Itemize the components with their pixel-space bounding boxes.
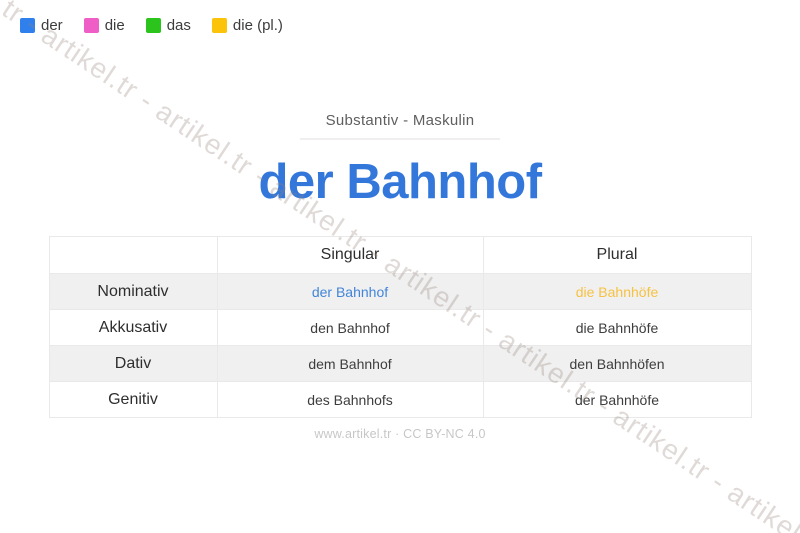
plural-cell: den Bahnhöfen xyxy=(482,345,752,382)
singular-column-header: Singular xyxy=(216,236,484,274)
table-row-akkusativ: Akkusativ den Bahnhof die Bahnhöfe xyxy=(48,309,752,346)
legend-label-die-plural: die (pl.) xyxy=(232,17,283,34)
legend-label-der: der xyxy=(41,17,63,34)
singular-cell: des Bahnhofs xyxy=(216,381,484,418)
case-label: Dativ xyxy=(48,345,218,382)
der-color-swatch xyxy=(20,18,35,33)
legend-item-der: der xyxy=(20,17,63,34)
legend-item-das: das xyxy=(145,17,191,34)
singular-cell: der Bahnhof xyxy=(216,273,484,310)
case-label: Nominativ xyxy=(48,273,218,310)
die-color-swatch xyxy=(83,18,99,33)
legend-item-die: die xyxy=(83,17,125,34)
table-row-dativ: Dativ dem Bahnhof den Bahnhöfen xyxy=(48,345,752,382)
singular-cell: dem Bahnhof xyxy=(216,345,484,382)
plural-cell: die Bahnhöfe xyxy=(482,273,752,310)
table-row-genitiv: Genitiv des Bahnhofs der Bahnhöfe xyxy=(48,381,752,418)
table-header-row: Singular Plural xyxy=(48,236,752,274)
plural-cell: die Bahnhöfe xyxy=(482,309,752,346)
case-column-header xyxy=(48,236,218,274)
case-label: Akkusativ xyxy=(48,309,218,346)
article-color-legend: der die das die (pl.) xyxy=(20,17,283,34)
table-row-nominativ: Nominativ der Bahnhof die Bahnhöfe xyxy=(48,273,752,310)
word-type-divider: Substantiv - Maskulin xyxy=(300,112,500,140)
plural-column-header: Plural xyxy=(482,236,752,274)
plural-cell: der Bahnhöfe xyxy=(482,381,752,418)
legend-label-die: die xyxy=(104,17,125,34)
declension-table: Singular Plural Nominativ der Bahnhof di… xyxy=(48,236,752,418)
case-label: Genitiv xyxy=(48,381,218,418)
site-credit: www.artikel.tr · CC BY-NC 4.0 xyxy=(314,427,486,441)
das-color-swatch xyxy=(145,18,161,33)
singular-cell: den Bahnhof xyxy=(216,309,484,346)
die-plural-color-swatch xyxy=(211,18,227,33)
word-type-label: Substantiv - Maskulin xyxy=(325,112,475,129)
main-content: Substantiv - Maskulin der Bahnhof Singul… xyxy=(48,112,752,441)
legend-label-das: das xyxy=(166,17,191,34)
page-title: der Bahnhof xyxy=(258,155,542,209)
legend-item-die-plural: die (pl.) xyxy=(211,17,283,34)
